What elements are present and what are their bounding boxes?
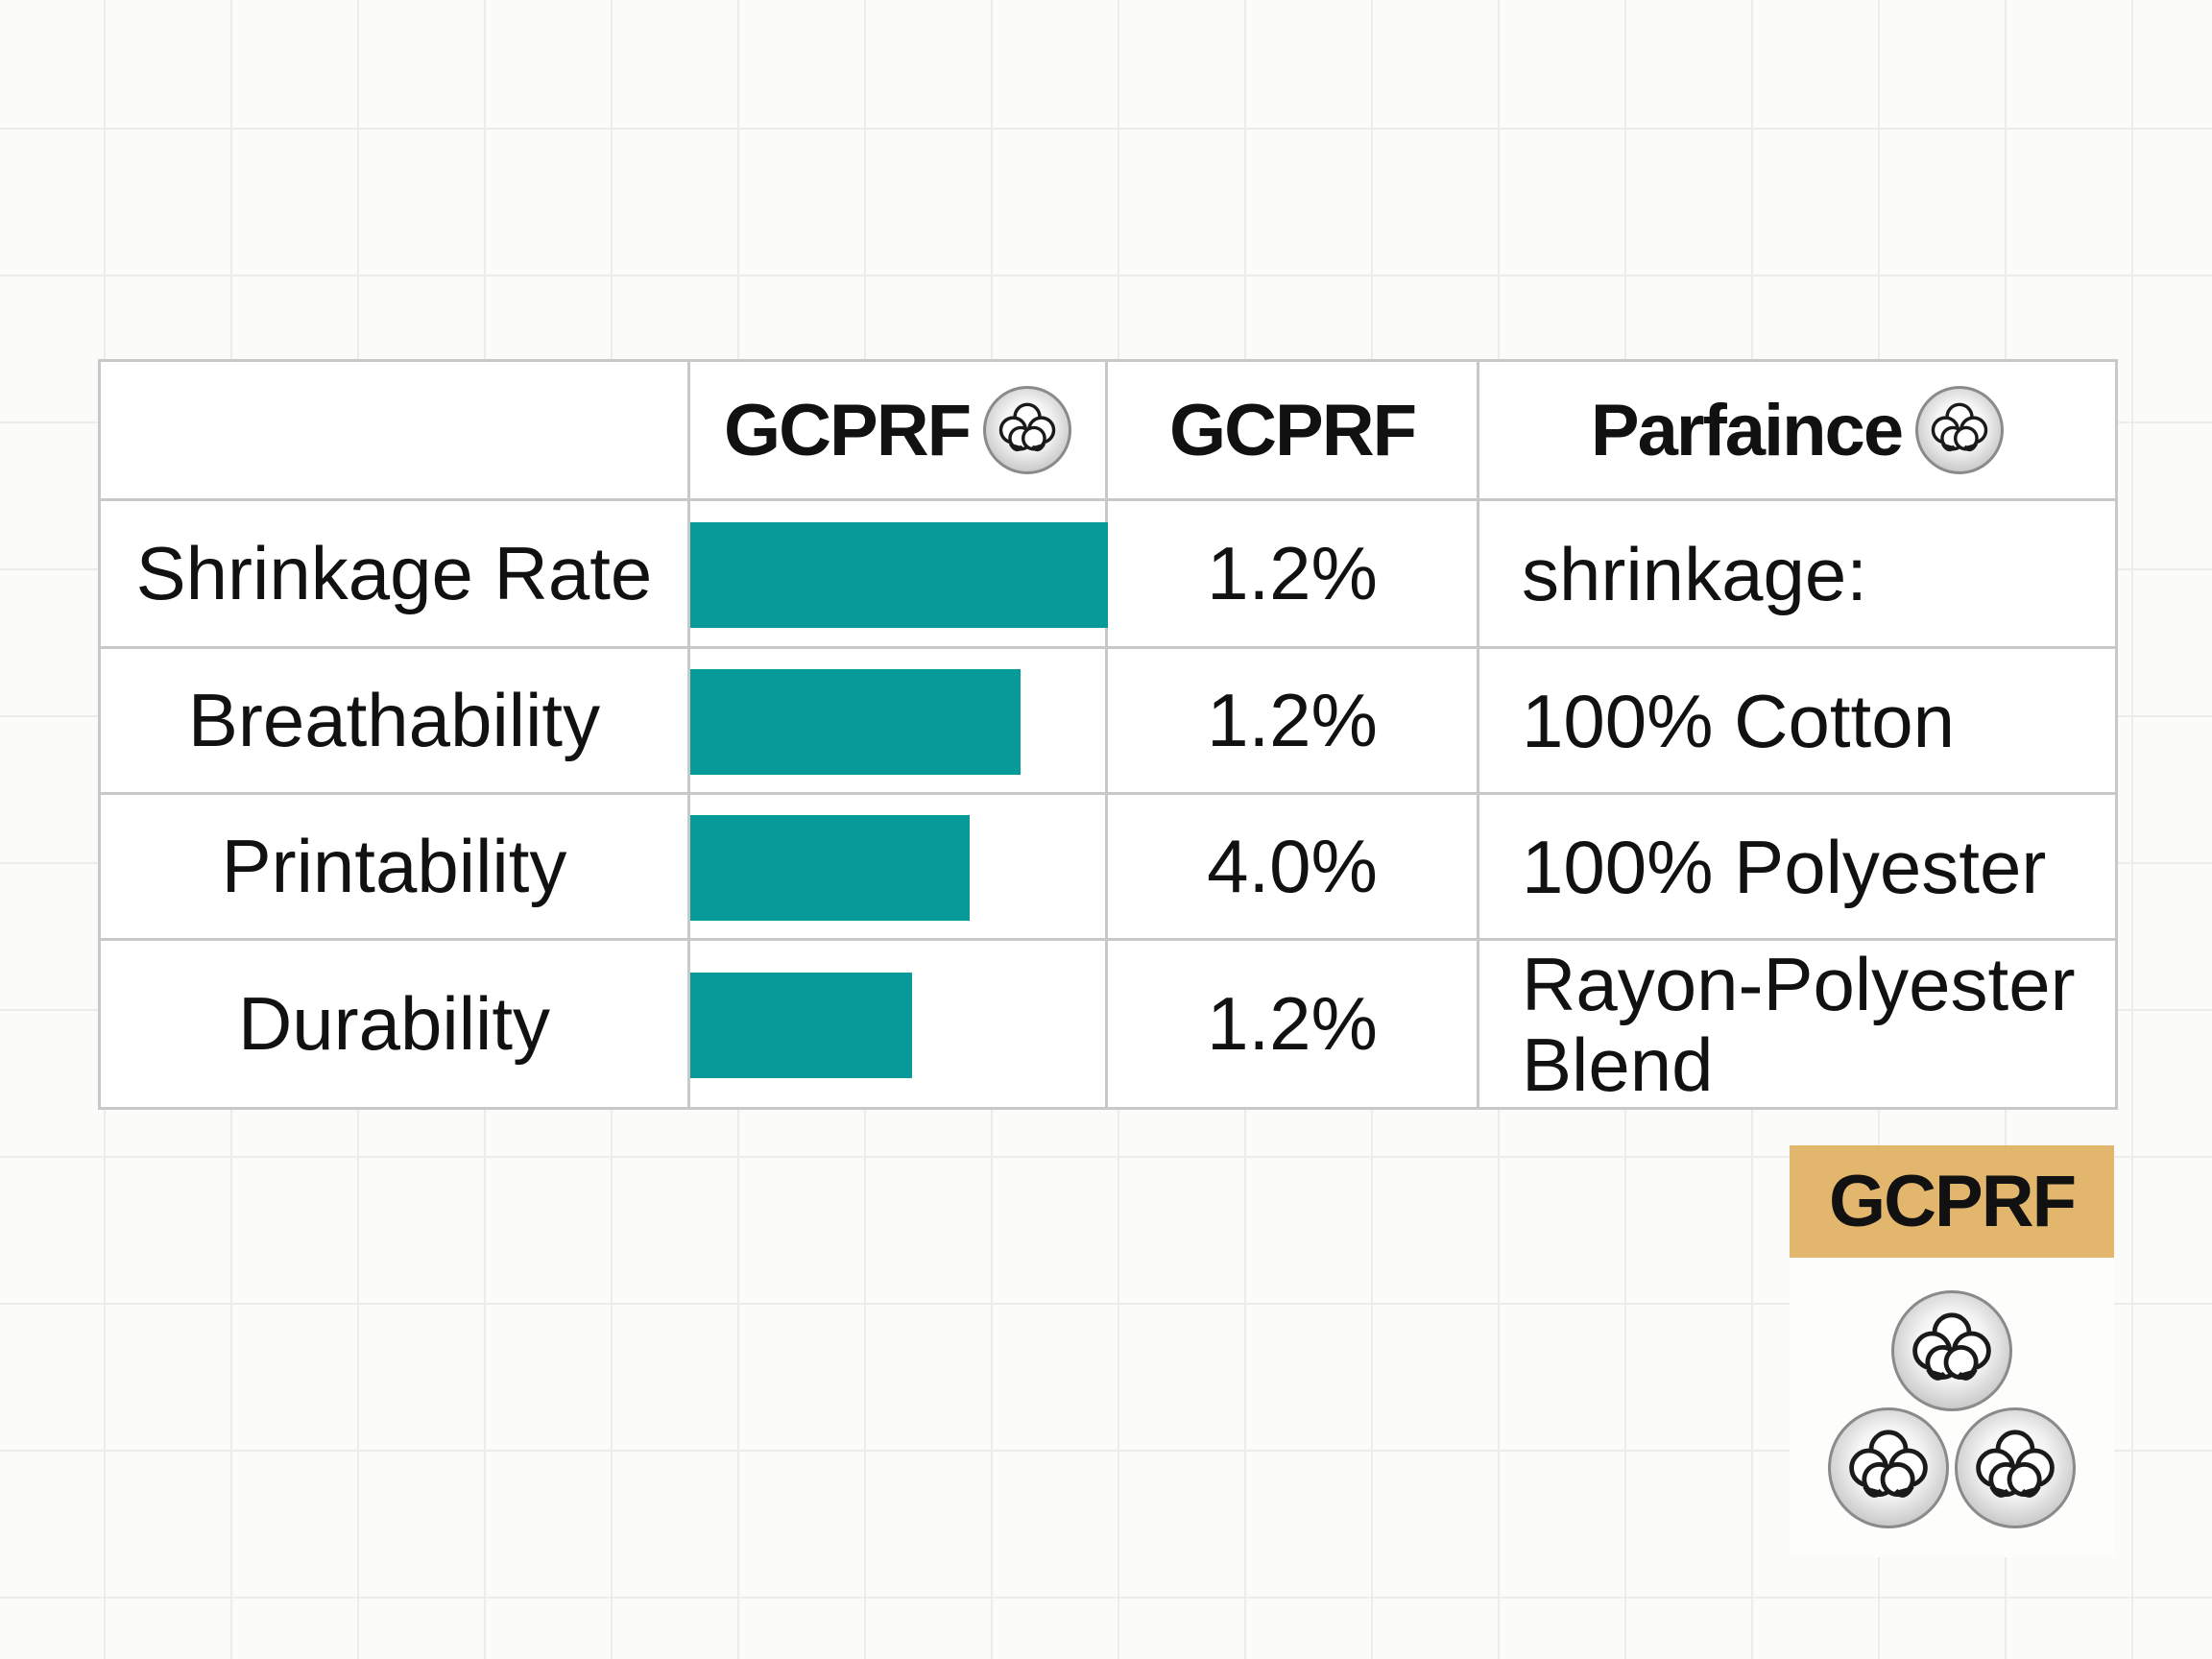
note-cell: 100% Polyester — [1479, 795, 2118, 941]
row-label: Durability — [98, 941, 690, 1110]
bar-shrinkage-rate — [690, 522, 1108, 628]
row-label: Shrinkage Rate — [98, 501, 690, 649]
cotton-boll-icon — [1891, 1290, 2012, 1411]
row-label: Printability — [98, 795, 690, 941]
value-cell: 4.0% — [1108, 795, 1479, 941]
header-cell-performance: Parfaince — [1479, 359, 2118, 501]
value-cell: 1.2% — [1108, 649, 1479, 795]
bar-durability — [690, 973, 912, 1078]
bar-cell — [690, 795, 1108, 941]
value-cell: 1.2% — [1108, 941, 1479, 1110]
header-label: Parfaince — [1590, 389, 1904, 471]
cotton-boll-icon — [983, 386, 1071, 474]
note-cell: Rayon-Polyester Blend — [1479, 941, 2118, 1110]
note-cell: 100% Cotton — [1479, 649, 2118, 795]
cotton-boll-icon — [1955, 1407, 2076, 1528]
header-cell-empty — [98, 359, 690, 501]
cotton-boll-icon — [1915, 386, 2005, 474]
header-cell-gcprf-values: GCPRF — [1108, 359, 1479, 501]
note-cell: shrinkage: — [1479, 501, 2118, 649]
header-label: GCPRF — [724, 389, 972, 471]
bar-breathability — [690, 669, 1021, 775]
row-label: Breathability — [98, 649, 690, 795]
bar-cell — [690, 941, 1108, 1110]
badge-panel — [1790, 1258, 2114, 1557]
bar-printability — [690, 815, 971, 921]
cotton-boll-icon — [1828, 1407, 1949, 1528]
comparison-table: GCPRF GCPRF Parfaince Shrinkage Rate 1.2… — [98, 359, 2118, 1110]
header-label: GCPRF — [1169, 389, 1417, 471]
badge-label: GCPRF — [1790, 1145, 2114, 1258]
bar-cell — [690, 649, 1108, 795]
header-cell-gcprf-chart: GCPRF — [690, 359, 1108, 501]
value-cell: 1.2% — [1108, 501, 1479, 649]
